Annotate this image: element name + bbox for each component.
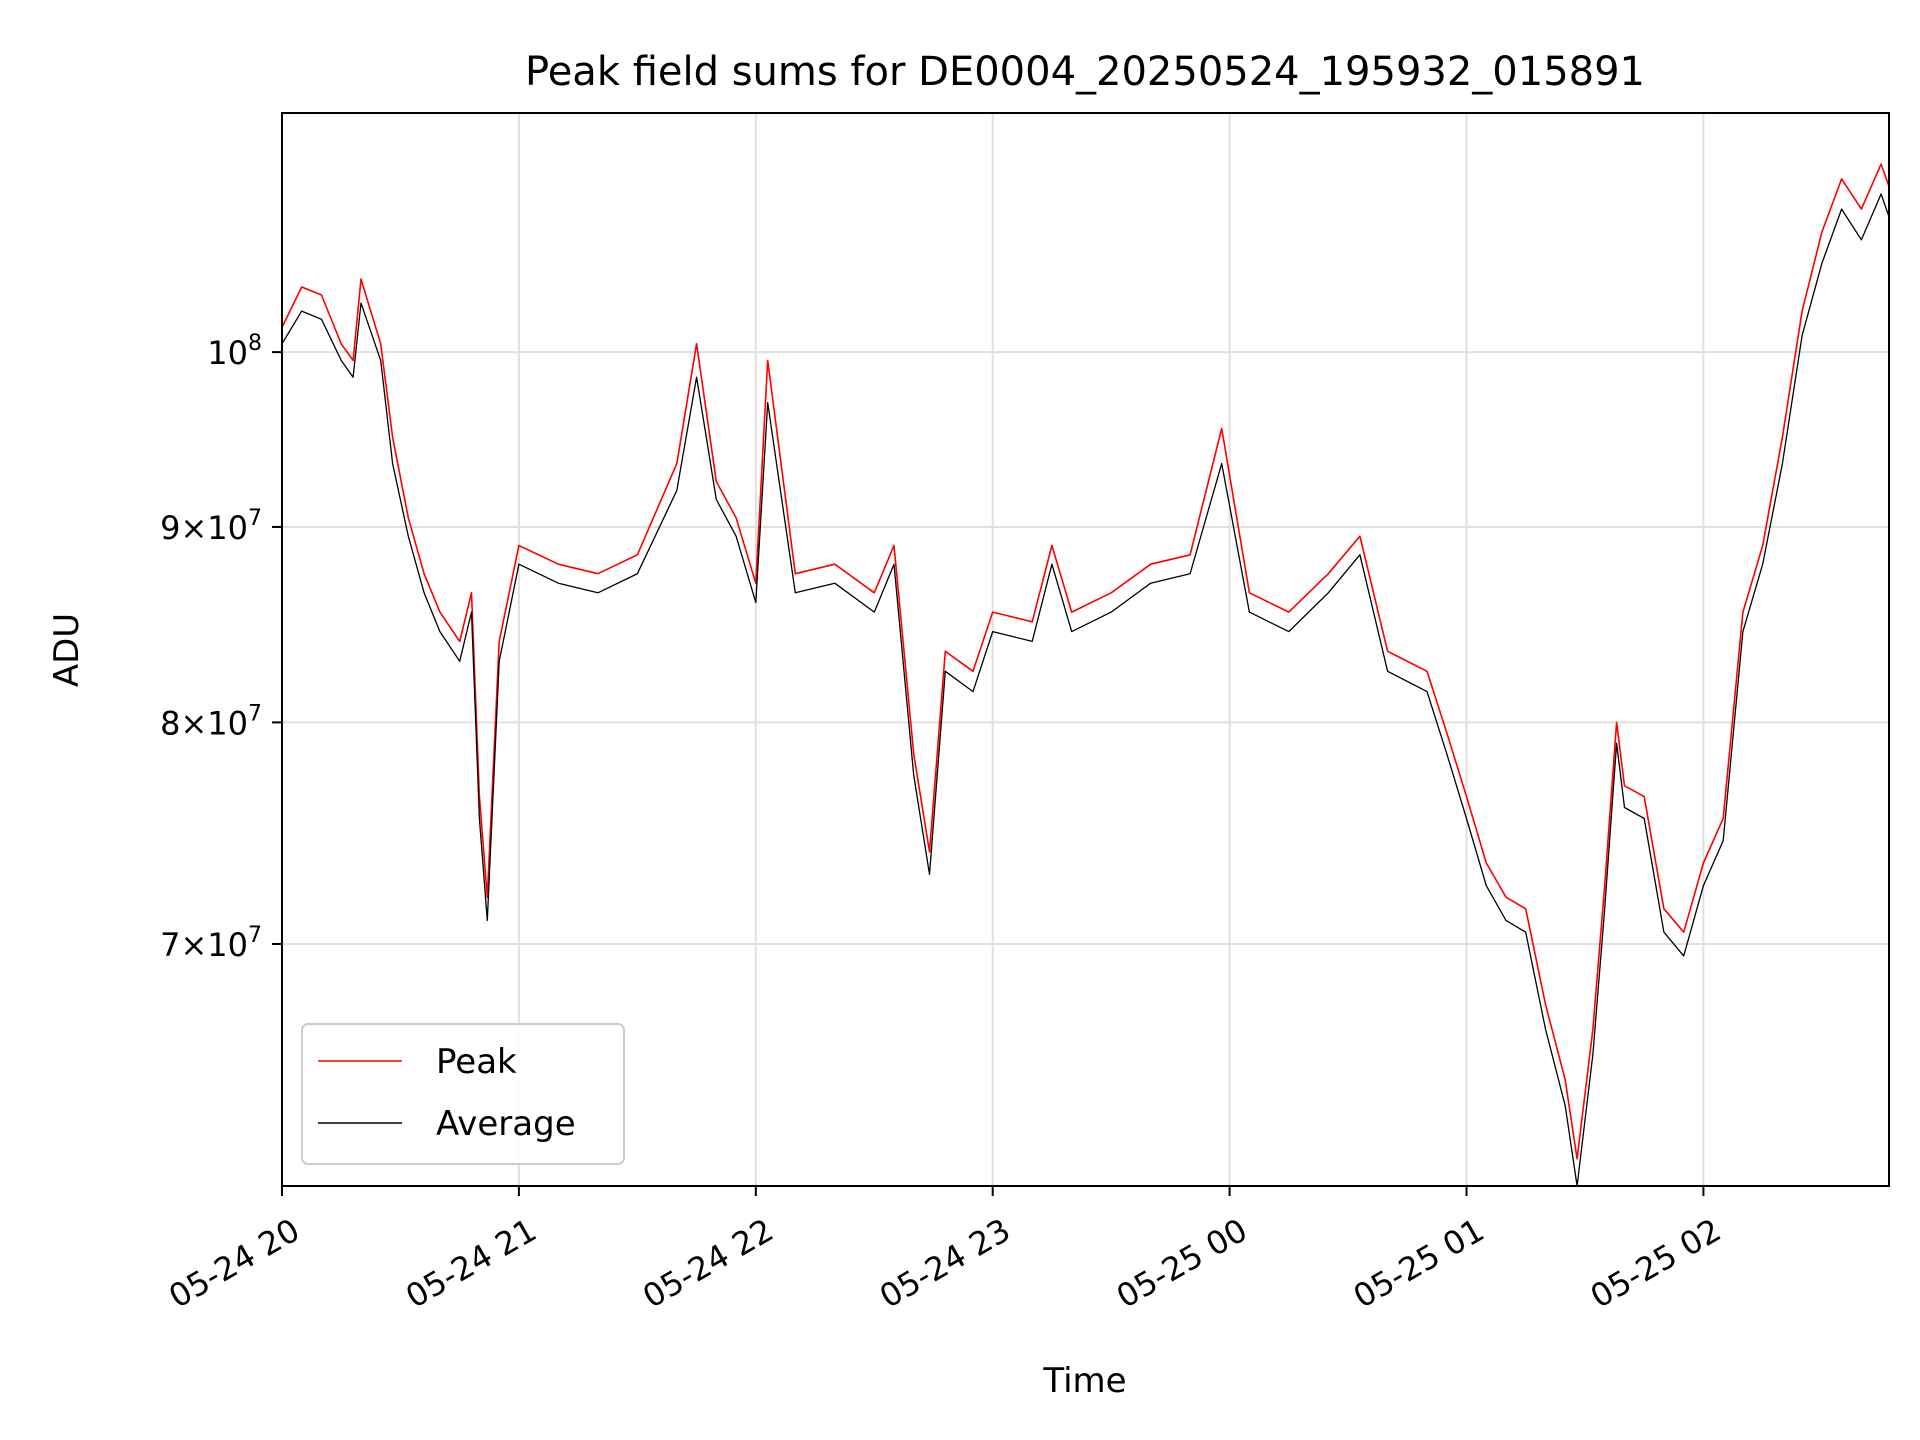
y-axis-ticks: 7×107 8×107 9×107 108 (160, 331, 282, 964)
legend: Peak Average (301, 1023, 625, 1165)
series-line-average (281, 193, 1890, 1187)
y-tick-label: 108 (207, 331, 262, 372)
legend-box (301, 1023, 625, 1165)
series-lines (281, 163, 1890, 1187)
legend-peak-label: Peak (436, 1042, 517, 1082)
plot-frame (281, 112, 1890, 1187)
y-tick-label: 7×107 (160, 923, 262, 964)
series-line-peak (281, 163, 1890, 1160)
legend-average-label: Average (436, 1104, 576, 1144)
y-tick-label: 8×107 (160, 701, 262, 742)
grid (281, 113, 1889, 1186)
x-axis-label: Time (1042, 1361, 1126, 1401)
chart-title: Peak field sums for DE0004_20250524_1959… (525, 49, 1645, 95)
y-tick-label: 9×107 (160, 506, 262, 547)
y-axis-label: ADU (47, 613, 87, 687)
